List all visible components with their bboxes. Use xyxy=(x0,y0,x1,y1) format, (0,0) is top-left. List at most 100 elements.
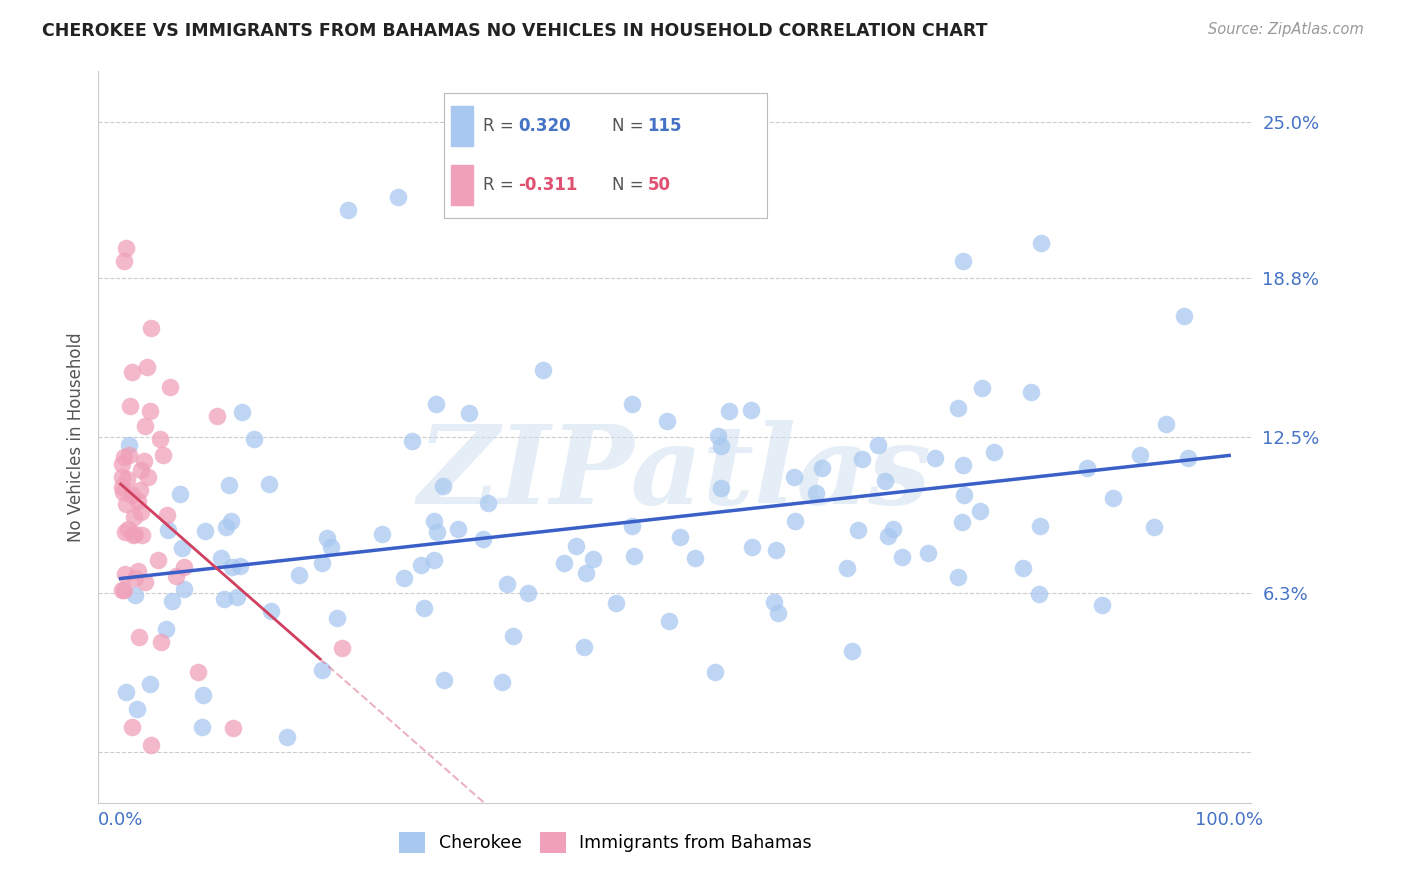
Point xyxy=(218,478,240,492)
Point xyxy=(112,583,135,598)
Point xyxy=(136,470,159,484)
Point xyxy=(433,673,456,687)
Point xyxy=(114,566,136,581)
Point xyxy=(326,611,349,625)
Point xyxy=(765,543,787,558)
Point xyxy=(621,397,644,411)
Point xyxy=(242,433,264,447)
Y-axis label: No Vehicles in Household: No Vehicles in Household xyxy=(66,332,84,542)
Point xyxy=(149,634,172,648)
Point xyxy=(517,586,540,600)
Point xyxy=(1076,460,1098,475)
Point xyxy=(129,505,152,519)
Point xyxy=(1102,491,1125,506)
Point xyxy=(811,461,834,475)
Point xyxy=(124,510,146,524)
Point xyxy=(231,404,253,418)
Point xyxy=(685,550,707,565)
Point xyxy=(717,404,740,418)
Point xyxy=(447,522,470,536)
Point xyxy=(495,577,517,591)
Point xyxy=(531,363,554,377)
Point xyxy=(191,688,214,702)
Point xyxy=(156,523,179,537)
Point xyxy=(866,438,889,452)
Point xyxy=(477,495,499,509)
Point xyxy=(165,569,187,583)
Point xyxy=(846,523,869,537)
Point xyxy=(423,553,446,567)
Point xyxy=(432,478,454,492)
Point xyxy=(425,397,447,411)
Point xyxy=(1129,448,1152,462)
Point xyxy=(187,665,209,680)
Point xyxy=(311,663,333,677)
Point xyxy=(1011,560,1033,574)
Point xyxy=(127,564,149,578)
Point xyxy=(276,730,298,744)
Point xyxy=(502,629,524,643)
Point xyxy=(983,445,1005,459)
Point xyxy=(156,508,179,522)
Point xyxy=(229,559,252,574)
Point xyxy=(111,470,134,484)
Point xyxy=(710,481,733,495)
Point xyxy=(221,514,243,528)
Point xyxy=(471,532,494,546)
Point xyxy=(876,529,898,543)
Point xyxy=(134,419,156,434)
Point xyxy=(553,556,575,570)
Point xyxy=(710,439,733,453)
Point xyxy=(221,560,243,574)
Point xyxy=(173,559,195,574)
Point xyxy=(924,450,946,465)
Point xyxy=(115,472,138,486)
Legend: Cherokee, Immigrants from Bahamas: Cherokee, Immigrants from Bahamas xyxy=(392,825,820,860)
Point xyxy=(118,448,141,462)
Point xyxy=(222,721,245,735)
Point xyxy=(111,457,134,471)
Point xyxy=(890,549,912,564)
Point xyxy=(371,527,394,541)
Point xyxy=(387,190,409,204)
Point xyxy=(316,531,339,545)
Point xyxy=(917,546,939,560)
Point xyxy=(125,701,148,715)
Point xyxy=(575,566,598,580)
Point xyxy=(875,475,897,489)
Point xyxy=(139,321,162,335)
Point xyxy=(121,488,143,502)
Point xyxy=(207,409,229,423)
Point xyxy=(882,522,904,536)
Point xyxy=(136,360,159,375)
Point xyxy=(115,497,138,511)
Point xyxy=(139,677,162,691)
Point xyxy=(112,450,135,464)
Point xyxy=(111,484,134,499)
Point xyxy=(952,487,974,501)
Point xyxy=(707,429,730,443)
Point xyxy=(1173,309,1195,323)
Point xyxy=(1177,451,1199,466)
Point xyxy=(946,570,969,584)
Point xyxy=(214,592,236,607)
Point xyxy=(209,551,232,566)
Point xyxy=(1142,520,1164,534)
Point xyxy=(169,487,191,501)
Point xyxy=(952,253,974,268)
Point xyxy=(118,400,141,414)
Point xyxy=(458,406,481,420)
Point xyxy=(783,470,806,484)
Point xyxy=(139,739,162,753)
Point xyxy=(225,591,247,605)
Point xyxy=(173,582,195,597)
Point xyxy=(1091,598,1114,612)
Point xyxy=(655,414,678,428)
Point xyxy=(669,530,692,544)
Point xyxy=(148,553,170,567)
Point xyxy=(1156,417,1178,431)
Point xyxy=(121,720,143,734)
Point xyxy=(260,604,283,618)
Point xyxy=(155,622,177,636)
Point xyxy=(131,527,153,541)
